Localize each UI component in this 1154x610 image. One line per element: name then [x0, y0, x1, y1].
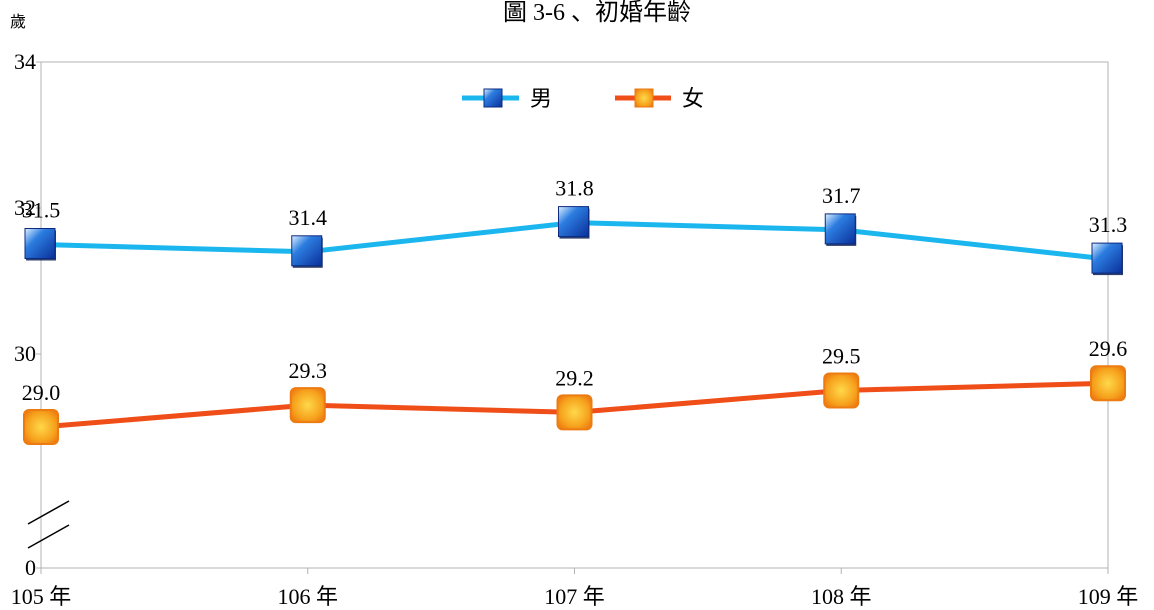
y-axis-ticks: 0 30 32 34 — [14, 49, 41, 580]
data-label: 29.3 — [289, 358, 328, 383]
legend-item-male: 男 — [462, 86, 552, 111]
legend-label-male: 男 — [530, 86, 552, 111]
data-point-female — [289, 387, 326, 424]
y-tick-label: 34 — [14, 49, 36, 74]
legend-item-female: 女 — [615, 86, 704, 111]
legend: 男 女 — [462, 86, 704, 111]
legend-label-female: 女 — [682, 86, 704, 111]
data-label: 29.6 — [1089, 336, 1128, 361]
data-label: 31.8 — [555, 176, 594, 201]
data-label: 31.5 — [22, 198, 61, 223]
series-layer: 31.5 31.4 31.8 31.7 31.3 29.0 29.3 29.2 29.5 29.6 — [22, 176, 1128, 445]
x-axis-ticks: 105 年 106 年 107 年 108 年 109 年 — [11, 568, 1139, 609]
y-tick-label: 0 — [25, 555, 36, 580]
y-tick-label: 30 — [14, 341, 36, 366]
data-label: 31.3 — [1089, 212, 1128, 237]
x-tick-label: 106 年 — [277, 584, 338, 609]
data-label: 29.5 — [822, 344, 861, 369]
data-point-male — [558, 206, 589, 238]
data-point-male — [24, 228, 56, 259]
data-point-male — [291, 235, 323, 267]
y-tick-label: 32 — [14, 195, 36, 220]
plot-area — [40, 61, 1109, 569]
data-label: 29.0 — [22, 380, 61, 405]
x-tick-label: 107 年 — [544, 584, 605, 609]
x-tick-label: 108 年 — [811, 584, 872, 609]
data-point-female — [1090, 365, 1126, 402]
x-tick-label: 105 年 — [11, 584, 72, 609]
axis-break — [27, 500, 70, 549]
data-label: 31.7 — [822, 183, 861, 208]
data-label: 29.2 — [555, 365, 594, 390]
data-point-male — [824, 213, 856, 245]
data-point-male — [1091, 242, 1123, 274]
data-point-female — [556, 394, 593, 431]
x-tick-label: 109 年 — [1078, 584, 1139, 609]
chart-title: 圖 3-6 、初婚年齡 — [503, 0, 691, 26]
data-point-female — [23, 409, 59, 445]
data-point-female — [823, 372, 860, 409]
y-axis-unit: 歲 — [10, 13, 26, 31]
data-label: 31.4 — [289, 205, 328, 230]
